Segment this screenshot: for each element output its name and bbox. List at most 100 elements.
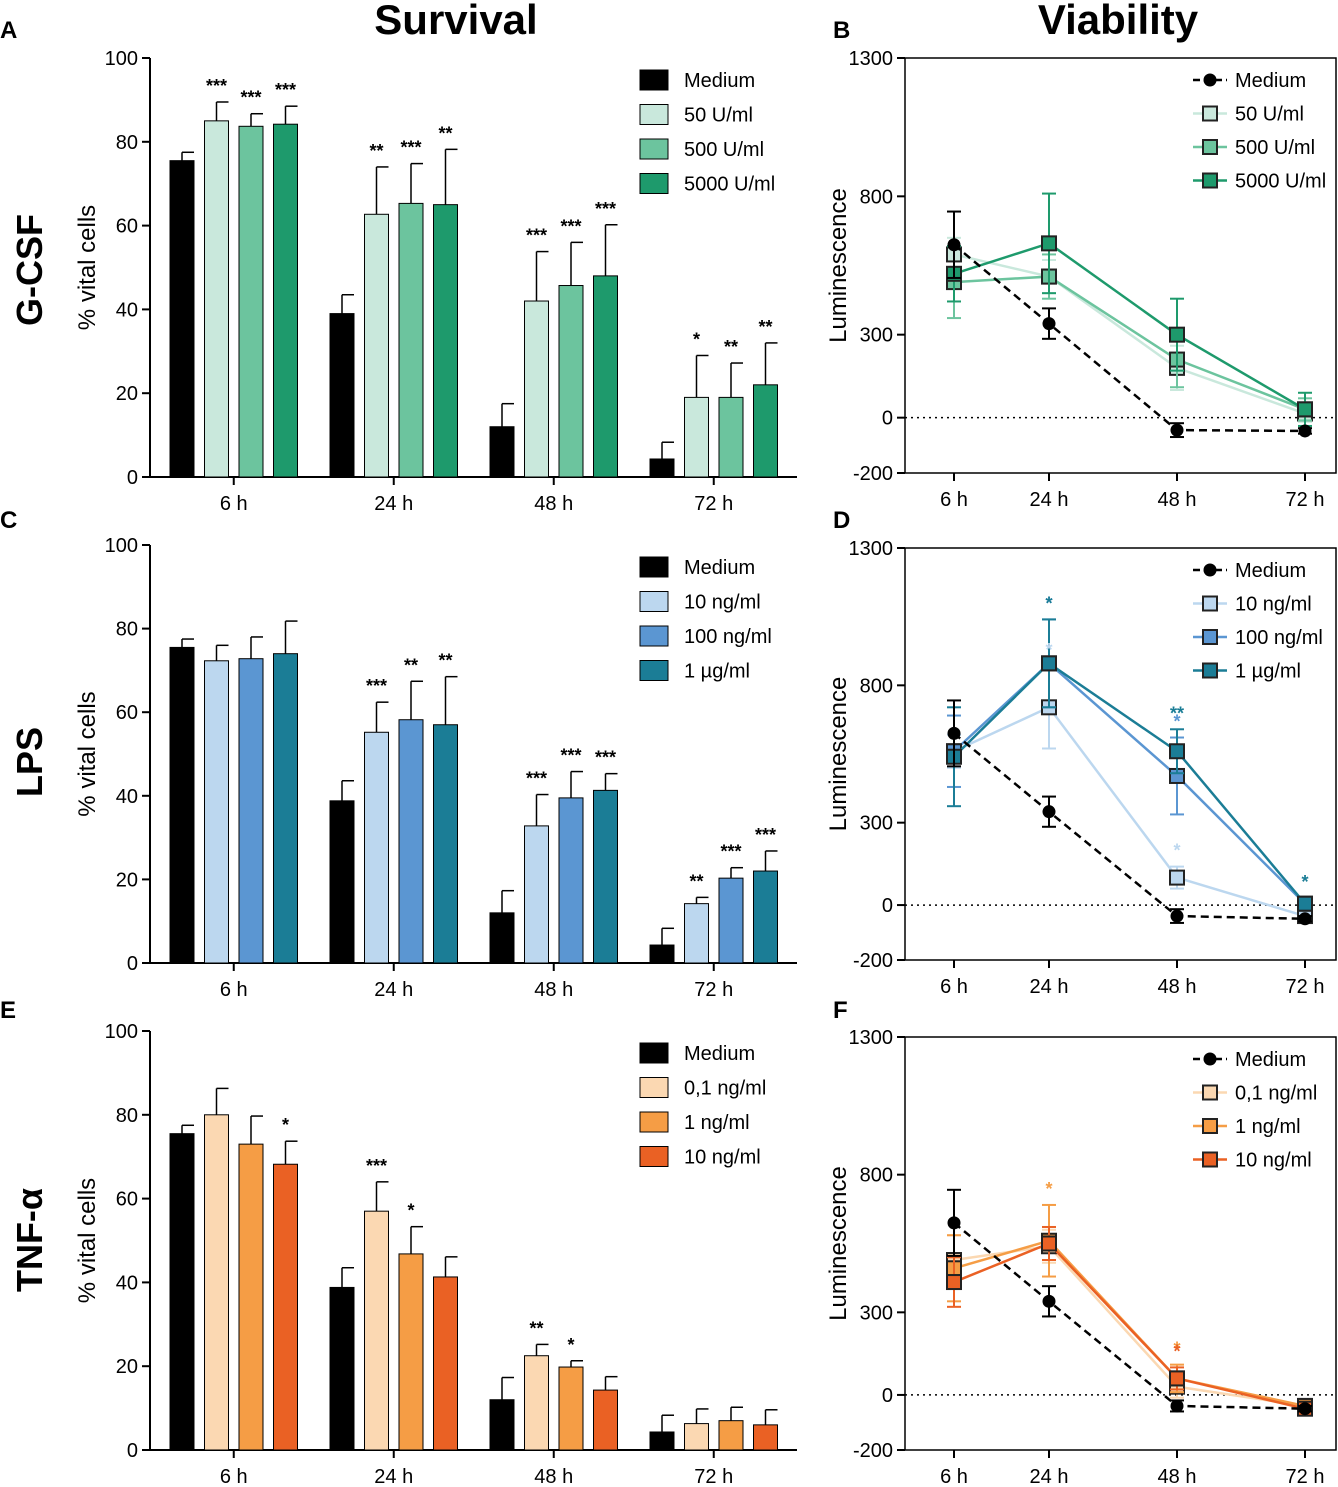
legend-label-10-ng-ml: 10 ng/ml	[1235, 1150, 1312, 1172]
point-medium-72-h	[1298, 1402, 1312, 1416]
bar-medium-24-h	[329, 1286, 355, 1451]
legend-marker-500-u-ml	[1202, 139, 1218, 155]
significance-mark: ***	[400, 138, 421, 158]
bar-10-ng-ml-6-h	[273, 1163, 298, 1451]
panel-label-e: E	[0, 997, 16, 1024]
x-tick-label: 6 h	[940, 489, 968, 511]
y-tick-label: 60	[116, 216, 138, 238]
x-tick-label: 72 h	[694, 1466, 733, 1487]
y-tick-label: 0	[882, 895, 893, 917]
significance-mark: ***	[366, 1156, 387, 1176]
bar-5000-u-ml-6-h	[273, 123, 298, 478]
legend-swatch-10-ng-ml	[639, 1146, 669, 1167]
y-tick-label: 100	[105, 535, 138, 557]
significance-mark: ***	[720, 842, 741, 862]
legend-marker-0-1-ng-ml	[1202, 1084, 1218, 1101]
legend-label-medium: Medium	[684, 70, 755, 92]
point-10-ng-ml-48-h	[1169, 1370, 1185, 1387]
significance-mark: **	[438, 123, 452, 143]
bar-50-u-ml-48-h	[524, 300, 549, 478]
y-tick-label: 100	[105, 48, 138, 70]
y-tick-label: 0	[127, 467, 138, 489]
x-tick-label: 72 h	[1286, 1466, 1325, 1487]
bar-10-ng-ml-6-h	[204, 660, 229, 964]
legend-marker-1-g-ml	[1202, 662, 1218, 679]
y-tick-label: 0	[127, 1440, 138, 1462]
significance-mark: *	[1045, 593, 1052, 613]
legend-swatch-medium	[639, 69, 669, 91]
y-axis-label: % vital cells	[74, 205, 101, 330]
legend-marker-10-ng-ml	[1202, 1151, 1218, 1168]
significance-mark: *	[282, 1115, 289, 1135]
x-tick-label: 24 h	[374, 979, 413, 1001]
series-line-1-g-ml	[953, 661, 1306, 905]
significance-mark: **	[529, 1318, 543, 1338]
x-tick-label: 48 h	[534, 979, 573, 1001]
bar-0-1-ng-ml-6-h	[204, 1114, 229, 1451]
bar-medium-72-h	[649, 458, 675, 478]
bar-medium-24-h	[329, 800, 355, 964]
y-tick-label: 300	[860, 1302, 893, 1324]
legend-label-1-ng-ml: 1 ng/ml	[1235, 1116, 1301, 1138]
legend-swatch-5000-u-ml	[639, 173, 669, 194]
point-medium-24-h	[1042, 805, 1056, 819]
bar-10-ng-ml-48-h	[524, 825, 549, 964]
bar-medium-72-h	[649, 944, 675, 964]
x-tick-label: 72 h	[694, 979, 733, 1001]
significance-mark: *	[1045, 640, 1052, 660]
bar-100-ng-ml-6-h	[238, 658, 264, 964]
significance-mark: *	[1173, 1339, 1180, 1359]
bar-0-1-ng-ml-48-h	[524, 1355, 549, 1451]
significance-mark: **	[1170, 703, 1184, 723]
bar-10-ng-ml-72-h	[684, 903, 709, 964]
series-line-50-u-ml	[953, 253, 1306, 415]
bar-50-u-ml-72-h	[684, 396, 709, 478]
bar-500-u-ml-24-h	[398, 202, 424, 478]
legend-swatch-1-ng-ml	[639, 1111, 669, 1133]
legend-label-1-ng-ml: 1 ng/ml	[684, 1112, 750, 1134]
bar-1-g-ml-6-h	[273, 653, 298, 964]
bar-50-u-ml-24-h	[364, 213, 389, 478]
panel-label-f: F	[833, 997, 848, 1024]
y-tick-label: 40	[116, 299, 138, 321]
bar-1-g-ml-24-h	[433, 724, 458, 964]
significance-mark: *	[693, 329, 700, 349]
bar-1-ng-ml-24-h	[398, 1253, 424, 1451]
significance-mark: **	[689, 871, 703, 891]
bar-500-u-ml-72-h	[718, 396, 744, 478]
bar-medium-72-h	[649, 1431, 675, 1451]
y-tick-label: 800	[860, 1165, 893, 1187]
legend-label-10-ng-ml: 10 ng/ml	[684, 1147, 761, 1169]
x-tick-label: 24 h	[374, 1466, 413, 1487]
legend-label-100-ng-ml: 100 ng/ml	[684, 626, 772, 648]
panel-label-a: A	[0, 17, 17, 44]
bar-1-g-ml-72-h	[753, 870, 778, 964]
y-tick-label: 300	[860, 325, 893, 347]
bar-10-ng-ml-24-h	[364, 731, 389, 964]
point-5000-u-ml-24-h	[1041, 235, 1057, 252]
significance-mark: *	[1173, 712, 1180, 732]
legend-label-medium: Medium	[684, 1043, 755, 1065]
bar-5000-u-ml-72-h	[753, 384, 778, 478]
y-tick-label: 80	[116, 1105, 138, 1127]
significance-mark: *	[1173, 1341, 1180, 1361]
row-title-gcsf: G-CSF	[9, 214, 50, 326]
y-tick-label: 80	[116, 132, 138, 154]
row-title-lps: LPS	[9, 727, 50, 797]
legend-label-medium: Medium	[1235, 560, 1306, 582]
point-5000-u-ml-72-h	[1297, 401, 1313, 418]
point-1-g-ml-48-h	[1169, 743, 1185, 760]
y-tick-label: 0	[882, 1385, 893, 1407]
series-line-0-1-ng-ml	[953, 1244, 1306, 1408]
legend-marker-1-ng-ml	[1202, 1118, 1218, 1134]
legend-label-10-ng-ml: 10 ng/ml	[684, 592, 761, 614]
y-tick-label: 1300	[849, 48, 894, 70]
point-1-g-ml-24-h	[1041, 655, 1057, 672]
y-tick-label: 20	[116, 1356, 138, 1378]
bar-10-ng-ml-48-h	[593, 1389, 618, 1451]
bar-medium-48-h	[489, 426, 515, 478]
y-tick-label: 40	[116, 1272, 138, 1294]
legend-marker-5000-u-ml	[1202, 172, 1218, 189]
legend-marker-10-ng-ml	[1202, 595, 1218, 612]
series-line-500-u-ml	[953, 275, 1306, 411]
